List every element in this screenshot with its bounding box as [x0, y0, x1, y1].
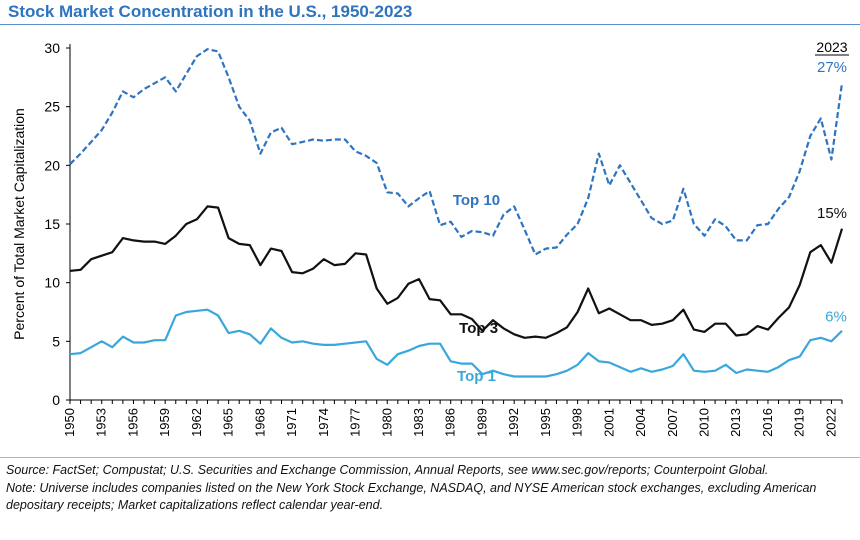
end-value-label-top-10: 27%: [817, 59, 847, 76]
x-tick-label: 1959: [157, 408, 172, 437]
series-line-top-10: [69, 48, 844, 256]
y-tick-label: 20: [44, 157, 60, 173]
series-label-top-3: Top 3: [459, 320, 498, 337]
end-value-label-top-3: 15%: [817, 205, 847, 222]
series-line-top-3: [69, 205, 844, 339]
x-tick-label: 1998: [570, 408, 585, 437]
y-tick-label: 25: [44, 99, 60, 115]
chart-title: Stock Market Concentration in the U.S., …: [8, 2, 413, 21]
x-tick-label: 2010: [697, 408, 712, 437]
x-tick-label: 2022: [823, 408, 838, 437]
footnotes: Source: FactSet; Compustat; U.S. Securit…: [6, 462, 856, 515]
x-tick-label: 1971: [284, 408, 299, 437]
x-tick-label: 1962: [189, 408, 204, 437]
x-tick-label: 1956: [125, 408, 140, 437]
y-axis-title: Percent of Total Market Capitalization: [11, 108, 27, 340]
corner-year-label: 2023: [816, 39, 847, 55]
x-tick-label: 2007: [665, 408, 680, 437]
x-tick-label: 2016: [760, 408, 775, 437]
y-tick-label: 15: [44, 216, 60, 232]
y-tick-label: 5: [52, 333, 60, 349]
x-tick-label: 1992: [506, 408, 521, 437]
y-tick-label: 30: [44, 40, 60, 56]
x-tick-label: 1989: [474, 408, 489, 437]
x-tick-label: 1995: [538, 408, 553, 437]
x-tick-label: 1977: [348, 408, 363, 437]
source-note: Source: FactSet; Compustat; U.S. Securit…: [6, 463, 769, 477]
x-tick-label: 1968: [252, 408, 267, 437]
series-line-top-1: [69, 308, 843, 378]
line-chart: 0 5 10 15 20 25 30 1950 1953 1956 1959 1962 1965 1968…: [11, 39, 849, 437]
x-tick-label: 1986: [443, 408, 458, 437]
end-value-label-top-1: 6%: [825, 309, 847, 326]
x-tick-label: 2019: [792, 408, 807, 437]
universe-note: Note: Universe includes companies listed…: [6, 480, 817, 513]
x-tick-label: 2013: [728, 408, 743, 437]
x-tick-label: 1965: [221, 408, 236, 437]
footnote-divider: [0, 457, 860, 458]
x-tick-label: 1950: [62, 408, 77, 437]
x-tick-label: 2001: [601, 408, 616, 437]
title-divider: [0, 24, 860, 25]
x-tick-label: 1953: [94, 408, 109, 437]
y-tick-label: 10: [44, 275, 60, 291]
series-label-top-1: Top 1: [457, 368, 496, 385]
y-tick-label: 0: [52, 392, 60, 408]
x-tick-label: 2004: [633, 408, 648, 437]
x-tick-label: 1983: [411, 408, 426, 437]
x-tick-label: 1980: [379, 408, 394, 437]
x-tick-label: 1974: [316, 408, 331, 437]
series-label-top-10: Top 10: [453, 192, 500, 209]
